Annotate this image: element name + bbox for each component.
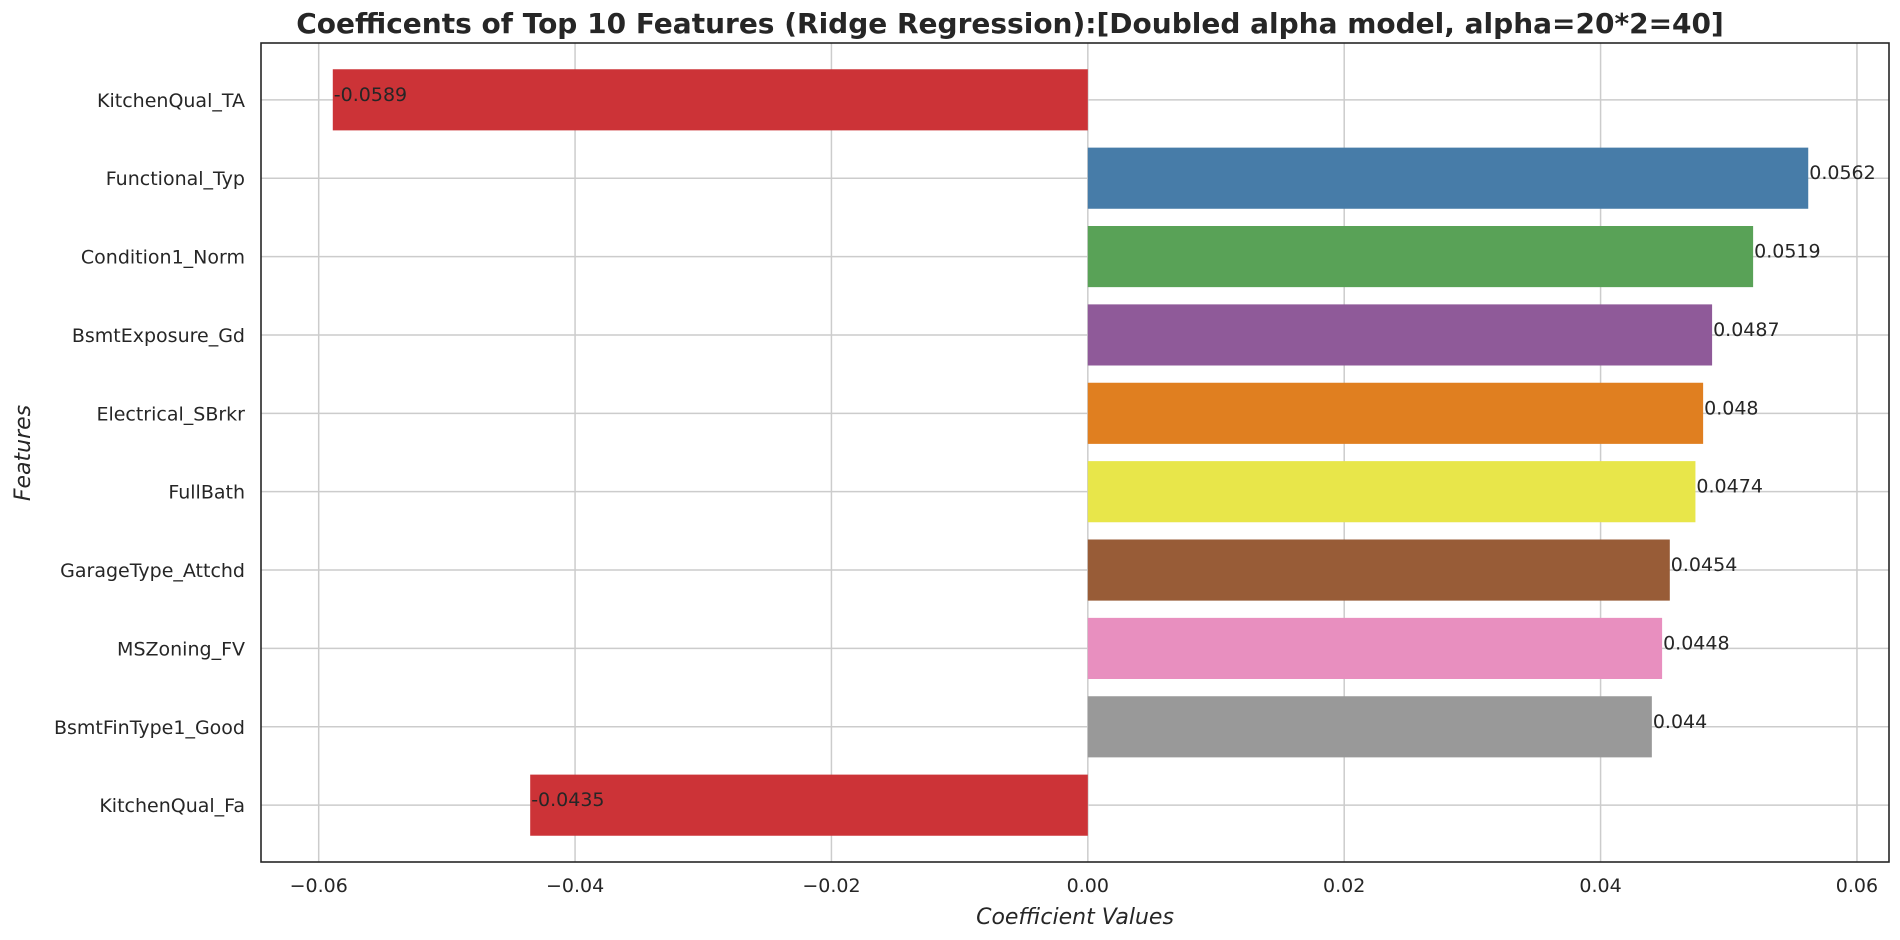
x-tick-label: 0.06 (1836, 875, 1878, 897)
bar (1087, 617, 1663, 679)
y-tick-label: GarageType_Attchd (60, 560, 245, 582)
x-tick-label: −0.06 (290, 875, 348, 897)
data-label: 0.048 (1704, 397, 1758, 419)
y-tick-label: BsmtExposure_Gd (72, 325, 245, 347)
data-label: 0.0448 (1663, 632, 1729, 654)
bar (1087, 461, 1696, 523)
data-label: -0.0435 (531, 789, 604, 811)
bar (1087, 539, 1670, 601)
bars (332, 69, 1809, 836)
bar (530, 774, 1088, 836)
x-tick-label: 0.04 (1579, 875, 1621, 897)
x-tick-label: −0.04 (546, 875, 604, 897)
x-tick-label: −0.02 (802, 875, 860, 897)
bar (1087, 147, 1809, 209)
bar (332, 69, 1088, 131)
x-axis-label: Coefficient Values (976, 905, 1174, 930)
data-label: 0.0519 (1754, 241, 1820, 263)
data-label: 0.044 (1653, 711, 1707, 733)
y-tick-label: MSZoning_FV (117, 638, 245, 660)
data-label: -0.0589 (334, 84, 407, 106)
y-tick-labels: KitchenQual_TA Functional_Typ Condition1_N… (54, 90, 245, 817)
data-label: 0.0454 (1671, 554, 1737, 576)
y-tick-label: Electrical_SBrkr (96, 403, 245, 425)
y-tick-label: Condition1_Norm (81, 247, 245, 269)
data-label: 0.0474 (1696, 476, 1762, 498)
y-tick-label: KitchenQual_Fa (99, 795, 245, 817)
bar (1087, 226, 1754, 288)
x-tick-labels: −0.06 −0.04 −0.02 0.00 0.02 0.04 0.06 (290, 875, 1879, 897)
bar (1087, 304, 1713, 366)
data-label: 0.0562 (1809, 162, 1875, 184)
plot-frame (260, 42, 1890, 863)
x-tick-label: 0.00 (1067, 875, 1109, 897)
y-tick-label: FullBath (168, 482, 245, 504)
y-axis-label: Features (11, 405, 36, 501)
data-labels: -0.0589 0.0562 0.0519 0.0487 0.048 0.0474 0.04… (334, 84, 1876, 811)
bar (1087, 382, 1704, 444)
y-tick-label: BsmtFinType1_Good (54, 717, 245, 739)
chart-title: Coefficents of Top 10 Features (Ridge Re… (296, 7, 1724, 40)
x-tick-label: 0.02 (1323, 875, 1365, 897)
data-label: 0.0487 (1713, 319, 1779, 341)
y-tick-label: Functional_Typ (106, 168, 245, 190)
bar (1087, 696, 1652, 758)
y-tick-label: KitchenQual_TA (97, 90, 245, 112)
